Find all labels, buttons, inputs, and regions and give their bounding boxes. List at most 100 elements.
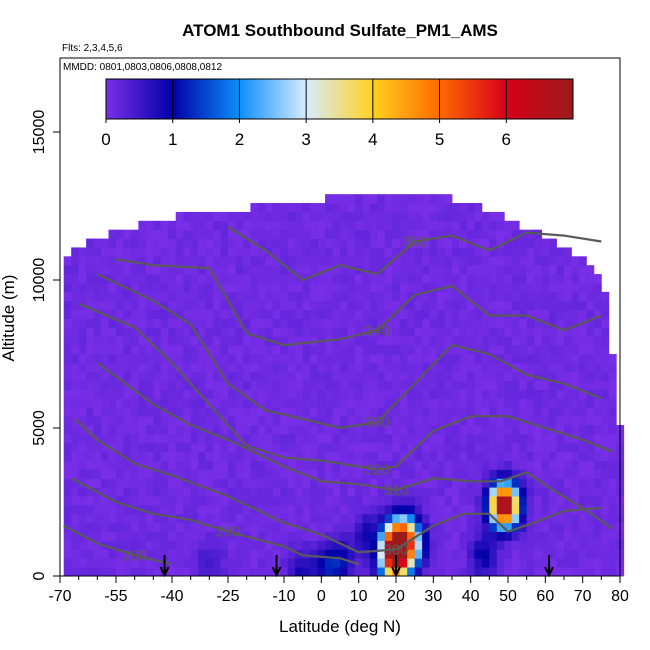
heatmap-cell — [302, 345, 311, 355]
heatmap-cell — [86, 478, 94, 488]
heatmap-cell — [564, 549, 572, 559]
heatmap-cell — [377, 318, 386, 328]
heatmap-cell — [160, 362, 169, 373]
heatmap-cell — [504, 487, 513, 497]
heatmap-cell — [160, 256, 169, 266]
heatmap-cell — [190, 229, 199, 239]
heatmap-cell — [369, 398, 378, 408]
heatmap-cell — [228, 371, 236, 382]
colorbar-tick-label: 3 — [301, 130, 310, 149]
heatmap-cell — [437, 300, 445, 310]
heatmap-cell — [235, 549, 244, 559]
heatmap-cell — [362, 567, 371, 577]
heatmap-cell — [130, 540, 139, 550]
heatmap-cell — [444, 265, 453, 275]
heatmap-cell — [407, 487, 416, 497]
heatmap-cell — [160, 398, 169, 408]
heatmap-cell — [287, 327, 296, 337]
heatmap-cell — [198, 416, 206, 426]
heatmap-cell — [534, 442, 542, 453]
heatmap-cell — [481, 567, 490, 577]
heatmap-cell — [287, 487, 296, 497]
heatmap-cell — [130, 274, 139, 284]
heatmap-cell — [280, 460, 289, 470]
heatmap-cell — [302, 265, 311, 275]
heatmap-cell — [78, 407, 87, 417]
heatmap-cell — [586, 282, 595, 293]
heatmap-cell — [481, 211, 490, 222]
heatmap-cell — [160, 416, 169, 426]
heatmap-cell — [466, 407, 475, 417]
heatmap-cell — [534, 407, 542, 417]
heatmap-cell — [130, 238, 139, 248]
heatmap-cell — [466, 203, 475, 213]
heatmap-cell — [205, 345, 214, 355]
heatmap-cell — [295, 371, 304, 382]
heatmap-cell — [130, 425, 139, 435]
heatmap-cell — [414, 211, 423, 222]
heatmap-cell — [160, 540, 169, 550]
heatmap-cell — [541, 442, 550, 453]
heatmap-cell — [138, 336, 147, 346]
heatmap-cell — [228, 567, 236, 577]
heatmap-cell — [272, 478, 281, 488]
heatmap-cell — [287, 416, 296, 426]
heatmap-cell — [593, 318, 602, 328]
heatmap-cell — [399, 282, 408, 293]
heatmap-cell — [444, 336, 453, 346]
heatmap-cell — [78, 318, 87, 328]
heatmap-cell — [213, 389, 221, 399]
heatmap-cell — [504, 229, 513, 239]
heatmap-cell — [444, 194, 453, 204]
heatmap-cell — [608, 442, 617, 453]
heatmap-cell — [586, 416, 595, 426]
heatmap-cell — [332, 238, 341, 248]
heatmap-cell — [474, 496, 483, 506]
heatmap-cell — [369, 496, 378, 506]
heatmap-cell — [235, 380, 244, 390]
heatmap-cell — [101, 442, 109, 453]
heatmap-cell — [205, 540, 214, 550]
heatmap-cell — [183, 300, 192, 310]
heatmap-cell — [466, 496, 475, 506]
heatmap-cell — [116, 567, 124, 577]
heatmap-cell — [145, 380, 154, 390]
heatmap-cell — [205, 354, 214, 364]
heatmap-cell — [145, 362, 154, 373]
heatmap-cell — [287, 238, 296, 248]
heatmap-cell — [325, 522, 333, 532]
heatmap-cell — [549, 531, 557, 541]
heatmap-cell — [295, 407, 304, 417]
heatmap-cell — [287, 265, 296, 275]
heatmap-cell — [123, 362, 132, 373]
heatmap-cell — [444, 371, 453, 382]
heatmap-cell — [257, 407, 266, 417]
heatmap-cell — [332, 487, 341, 497]
heatmap-cell — [325, 371, 333, 382]
heatmap-cell — [340, 425, 348, 435]
heatmap-cell — [280, 389, 289, 399]
heatmap-cell — [556, 487, 565, 497]
heatmap-cell — [213, 478, 221, 488]
heatmap-cell — [235, 336, 244, 346]
heatmap-cell — [519, 345, 528, 355]
heatmap-cell — [63, 282, 72, 293]
heatmap-cell — [549, 558, 557, 568]
heatmap-cell — [317, 318, 326, 328]
heatmap-cell — [317, 371, 326, 382]
heatmap-cell — [459, 362, 468, 373]
heatmap-cell — [86, 371, 94, 382]
heatmap-cell — [235, 389, 244, 399]
heatmap-cell — [466, 327, 475, 337]
heatmap-cell — [332, 229, 341, 239]
heatmap-cell — [407, 300, 416, 310]
heatmap-cell — [183, 416, 192, 426]
heatmap-cell — [130, 291, 139, 302]
heatmap-cell — [384, 478, 393, 488]
heatmap-cell — [437, 203, 445, 213]
heatmap-cell — [302, 487, 311, 497]
heatmap-cell — [384, 433, 393, 444]
heatmap-cell — [205, 318, 214, 328]
heatmap-cell — [586, 513, 595, 524]
heatmap-cell — [257, 247, 266, 257]
